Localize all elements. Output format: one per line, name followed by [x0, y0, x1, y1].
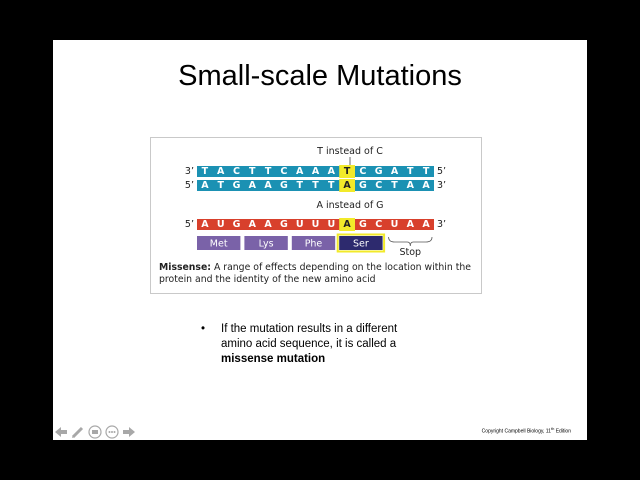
mrna-base: U	[391, 219, 399, 230]
amino-acid-box	[197, 236, 241, 250]
dna-top-base: A	[328, 166, 336, 177]
dna-bottom-base: T	[328, 180, 335, 191]
dna-top-base: A	[312, 166, 320, 177]
mrna-base: A	[249, 219, 257, 230]
dna-top-base: T	[407, 166, 414, 177]
amino-acid-label: Lys	[259, 239, 274, 250]
copyright-notice: Copyright Campbell Biology, 11th Edition	[482, 426, 571, 435]
label-a-instead-of-g: A instead of G	[316, 200, 383, 211]
dna-bottom-base: T	[391, 180, 398, 191]
dna-bottom-base: A	[201, 180, 209, 191]
dna-bottom-base: G	[280, 180, 288, 191]
dna-bottom-end-right: 3’	[437, 180, 446, 191]
stop-label: Stop	[399, 247, 421, 258]
prev-arrow-icon[interactable]	[54, 425, 68, 439]
dna-top-base: T	[265, 166, 272, 177]
bullet-line-2: amino acid sequence, it is called a	[221, 338, 397, 350]
amino-acid-label: Phe	[305, 239, 323, 250]
dna-diagram: T instead of CT A C T T C A A A T C G A T T3’ 5’A T G A A G T…	[159, 146, 471, 285]
dna-top-base: T	[249, 166, 256, 177]
dna-top-strand	[197, 166, 434, 177]
amino-acid-label: Met	[210, 239, 228, 250]
dna-top-base: C	[280, 166, 287, 177]
amino-acid-box	[244, 236, 288, 250]
dna-bottom-base: A	[264, 180, 272, 191]
dna-top-base: C	[233, 166, 240, 177]
dna-bottom-base: A	[249, 180, 257, 191]
bullet-line-1: If the mutation results in a different	[221, 323, 398, 335]
mrna-end-left: 5’	[185, 219, 194, 230]
caption-rest: A range of effects depending on the loca…	[211, 262, 471, 273]
dna-bottom-end-left: 5’	[185, 180, 194, 191]
amino-acid-box	[339, 236, 383, 250]
slides-icon[interactable]	[88, 425, 102, 439]
stop-brace	[388, 236, 433, 247]
mrna-base: C	[375, 219, 382, 230]
dna-bottom-highlight	[339, 179, 355, 192]
mrna-base: G	[233, 219, 241, 230]
dna-top-end-right: 5’	[437, 166, 446, 177]
mrna-base: U	[327, 219, 335, 230]
mrna-base: A	[201, 219, 209, 230]
missense-term: missense mutation	[221, 353, 326, 365]
dna-bottom-base: T	[217, 180, 224, 191]
caption-bold: Missense:	[159, 262, 211, 273]
mrna-base: A	[343, 219, 351, 230]
mrna-highlight	[339, 218, 355, 231]
mrna-base: U	[296, 219, 304, 230]
mrna-strand	[197, 219, 434, 230]
label-t-instead-of-c: T instead of C	[316, 146, 383, 157]
dna-bottom-strand	[197, 180, 434, 191]
mrna-base: G	[359, 219, 367, 230]
mrna-base: U	[312, 219, 320, 230]
dna-bottom-base: A	[343, 180, 351, 191]
dna-bottom-base: T	[296, 180, 303, 191]
dna-top-highlight	[339, 165, 355, 178]
ser-highlight	[336, 233, 386, 253]
dna-bottom-base: A	[422, 180, 430, 191]
dna-bottom-base: C	[375, 180, 382, 191]
presentation-toolbar	[54, 424, 136, 440]
dna-top-base: T	[202, 166, 209, 177]
mrna-base: A	[407, 219, 415, 230]
more-icon[interactable]	[105, 425, 119, 439]
copyright-sup: th	[550, 426, 555, 432]
bullet-text: If the mutation results in a different a…	[221, 322, 441, 367]
dna-top-base: G	[375, 166, 383, 177]
copyright-suffix: Edition	[554, 429, 571, 435]
dna-top-base: C	[359, 166, 366, 177]
mrna-end-right: 3’	[437, 219, 446, 230]
mrna-base: U	[217, 219, 225, 230]
dna-bottom-base: A	[407, 180, 415, 191]
amino-acid-box	[291, 236, 336, 250]
mrna-base: G	[280, 219, 288, 230]
pen-icon[interactable]	[71, 425, 85, 439]
dna-top-base: T	[344, 166, 351, 177]
mutation-figure: T instead of C T A C T T C A A A T C G A T T 3’ 5’ A T G A A G T…	[150, 137, 482, 294]
dna-top-base: A	[391, 166, 399, 177]
next-arrow-icon[interactable]	[122, 425, 136, 439]
mrna-base: A	[264, 219, 272, 230]
slide-title: Small-scale Mutations	[178, 60, 462, 92]
amino-acid-label: Ser	[353, 239, 369, 250]
copyright-text: Copyright Campbell Biology, 11	[481, 429, 551, 435]
dna-top-base: A	[296, 166, 304, 177]
caption-line-2: protein and the identity of the new amin…	[159, 274, 376, 285]
dna-top-end-left: 3’	[185, 166, 194, 177]
dna-bottom-base: G	[233, 180, 241, 191]
bullet-symbol: •	[201, 323, 206, 335]
mrna-base: A	[422, 219, 430, 230]
dna-top-base: T	[423, 166, 430, 177]
caption-line-1: Missense: A range of effects depending o…	[159, 262, 471, 273]
dna-bottom-base: G	[359, 180, 367, 191]
bullet-line-3: missense mutation	[221, 352, 441, 367]
dna-top-base: A	[217, 166, 225, 177]
dna-bottom-base: T	[312, 180, 319, 191]
